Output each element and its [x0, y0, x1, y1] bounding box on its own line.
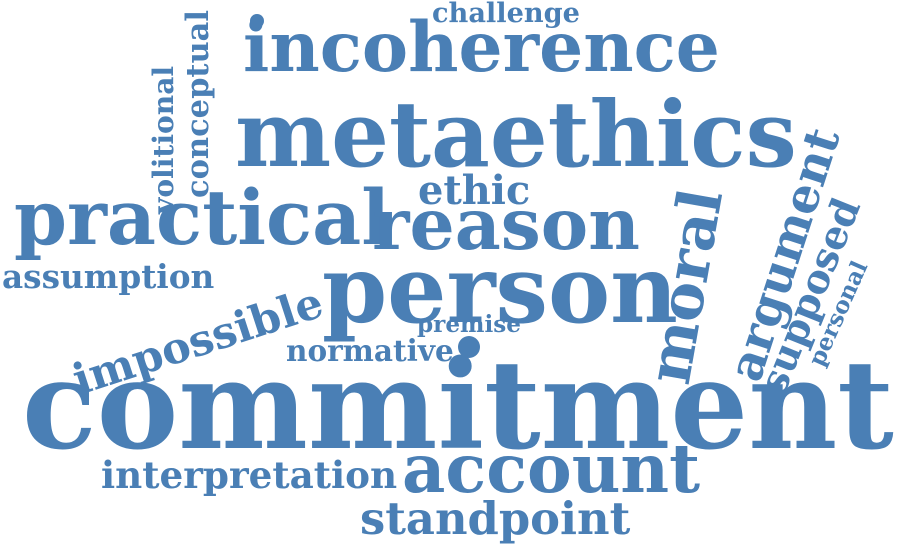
word-normative: normative [286, 333, 454, 369]
word-standpoint: standpoint [360, 492, 631, 546]
word-interpretation: interpretation [101, 453, 398, 498]
word-reason: reason [372, 182, 640, 267]
word-account: account [402, 428, 701, 508]
decorative-dot [458, 336, 480, 358]
word-challenge: challenge [432, 0, 580, 30]
word-commitment: commitment [22, 332, 894, 477]
word-metaethics: metaethics [235, 81, 797, 188]
word-practical: practical [14, 173, 391, 263]
word-conceptual: conceptual [180, 9, 216, 198]
word-person: person [322, 234, 678, 345]
decorative-dot [250, 14, 264, 28]
word-assumption: assumption [2, 256, 215, 296]
word-ethic: ethic [418, 168, 531, 215]
word-premise: premise [417, 311, 521, 339]
word-incoherence: incoherence [243, 7, 720, 89]
